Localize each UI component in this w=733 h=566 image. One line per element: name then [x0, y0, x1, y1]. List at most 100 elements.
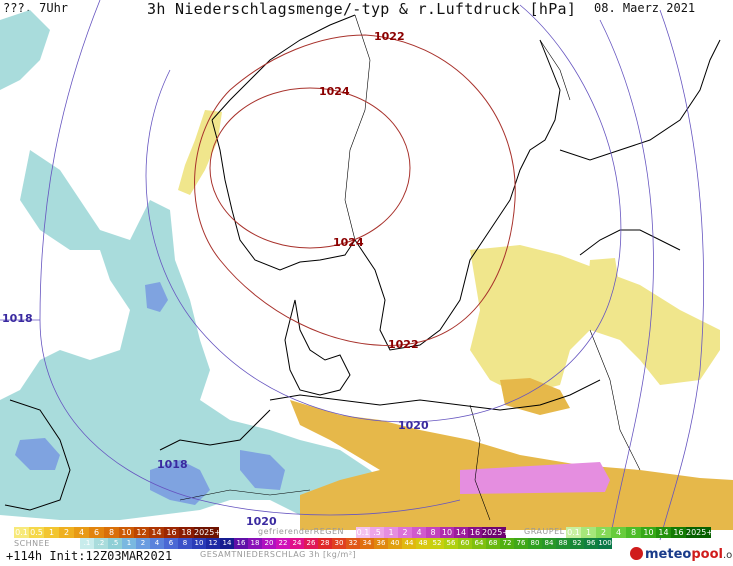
legend-swatch: 12 — [134, 527, 149, 538]
legend-swatch: 52 — [430, 538, 444, 549]
legend-swatch: 2 — [596, 527, 611, 538]
coast-finland — [559, 39, 721, 161]
legend-swatch: 8 — [426, 527, 440, 538]
legend-swatch: 2 — [59, 527, 74, 538]
map-title: 3h Niederschlagsmenge/-typ & r.Luftdruck… — [147, 0, 577, 18]
legend-swatch: 2 — [136, 538, 150, 549]
isobar-label: 1018 — [157, 458, 188, 471]
legend-swatch: 16 — [164, 527, 179, 538]
rain-area-norway — [178, 110, 222, 195]
isobar-label: 1022 — [374, 30, 405, 43]
isobar-label: 1024 — [333, 236, 364, 249]
isobar-label: 1024 — [319, 85, 350, 98]
snow-area-atlantic — [0, 150, 390, 520]
legend-swatch: 22 — [276, 538, 290, 549]
border-se-fi — [539, 39, 571, 101]
legend-swatch: 14 — [220, 538, 234, 549]
logo-brand-accent: pool — [691, 547, 723, 562]
legend-swatch: 88 — [556, 538, 570, 549]
border-de-south — [179, 489, 311, 501]
isobars — [0, 0, 704, 541]
legend-swatch: 60 — [458, 538, 472, 549]
legend-swatch: 2025+ — [194, 527, 222, 538]
border-pl-east — [589, 329, 641, 471]
legend-swatch: 14 — [454, 527, 468, 538]
coast-netherlands — [159, 409, 271, 451]
legend-swatch: 76 — [514, 538, 528, 549]
isobar-label: 1018 — [2, 312, 33, 325]
legend-swatch: 16 — [671, 527, 686, 538]
isobar-1018-a — [39, 0, 201, 501]
legend-swatch: 40 — [388, 538, 402, 549]
legend-swatch: 2 — [398, 527, 412, 538]
legend-swatch: 4 — [74, 527, 89, 538]
legend-swatch: 64 — [472, 538, 486, 549]
logo-tld: .org — [722, 550, 733, 561]
legend-swatch: 84 — [542, 538, 556, 549]
isobar-south — [199, 499, 461, 516]
legend-swatch: 10 — [119, 527, 134, 538]
rain-area-poland — [500, 378, 570, 415]
legend-swatch: 0.1 — [14, 527, 29, 538]
legend-rain-scale: 0.1 0.5 1 2 4 6 8 10 12 14 16 18 2025+ — [14, 527, 222, 538]
isobar-1020 — [145, 4, 622, 423]
legend-swatch: 14 — [656, 527, 671, 538]
legend-swatch: .5 — [108, 538, 122, 549]
legend-snow-label: SCHNEE — [14, 539, 50, 548]
legend-swatch: 26 — [304, 538, 318, 549]
isobar-label: 1022 — [388, 338, 419, 351]
coast-denmark — [284, 299, 351, 396]
rain-area-east — [470, 245, 720, 395]
legend-graupel-label: GRAUPEL — [524, 527, 565, 536]
forecast-day-label: ???, 7Uhr — [3, 1, 69, 15]
freezing-rain-area — [460, 462, 610, 494]
legend-swatch: 0.1 — [356, 527, 370, 538]
legend-swatch: 28 — [318, 538, 332, 549]
legend-swatch: 4 — [412, 527, 426, 538]
legend-swatch: 56 — [444, 538, 458, 549]
legend-swatch: 10 — [440, 527, 454, 538]
snow-heavy-netherlands — [150, 460, 210, 505]
country-borders — [179, 14, 641, 521]
legend-swatch: 2025+ — [482, 527, 510, 538]
legend-swatch: 8 — [104, 527, 119, 538]
legend-swatch: 34 — [360, 538, 374, 549]
legend-swatch: 1 — [44, 527, 59, 538]
legend-graupel-scale: 0.1 1 2 4 8 10 14 16 2025+ — [566, 527, 714, 538]
legend-swatch: 4 — [611, 527, 626, 538]
legend-swatch: 2025+ — [686, 527, 714, 538]
legend-total-scale: .1.2.5 1 2 4 6 8 10 12 14 16 18 20 22 24 26 28 30 32 34 36 4… — [80, 538, 612, 549]
legend-swatch: 4 — [150, 538, 164, 549]
legend-swatch: 100 — [598, 538, 612, 549]
meteopool-logo[interactable]: meteopool.org — [630, 547, 733, 562]
legend-swatch: 12 — [206, 538, 220, 549]
legend-swatch: 16 — [234, 538, 248, 549]
legend-swatch: 32 — [346, 538, 360, 549]
isobar-labels: 1022 1024 1024 1022 1018 1020 1018 1020 — [2, 30, 429, 528]
coast-uk — [4, 399, 71, 511]
legend-swatch: 24 — [290, 538, 304, 549]
border-de-pl — [469, 404, 491, 521]
snow-area-west — [0, 10, 50, 90]
legend-swatch: 10 — [192, 538, 206, 549]
rain-area-baltic — [588, 258, 620, 300]
rain-area-south — [290, 400, 733, 530]
legend-swatch: 30 — [332, 538, 346, 549]
legend-swatch: 96 — [584, 538, 598, 549]
legend-swatch: .2 — [94, 538, 108, 549]
snow-heavy-sea — [145, 282, 168, 312]
legend-swatch: 16 — [468, 527, 482, 538]
border-no-se — [344, 14, 371, 241]
legend-swatch: 18 — [179, 527, 194, 538]
coast-germany — [269, 379, 601, 411]
legend-swatch: 8 — [178, 538, 192, 549]
legend-swatch: .5 — [370, 527, 384, 538]
legend-swatch: 6 — [89, 527, 104, 538]
coast-sweden — [354, 39, 561, 351]
isobar-1022 — [194, 34, 516, 346]
isobar-label: 1020 — [246, 515, 277, 528]
legend-swatch: 0.5 — [29, 527, 44, 538]
forecast-date: 08. Maerz 2021 — [594, 1, 696, 15]
